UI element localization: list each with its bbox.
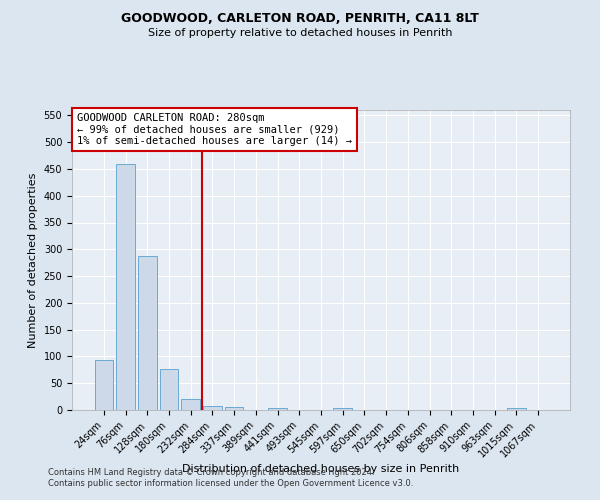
Bar [116, 164, 135, 410]
Bar [138, 256, 157, 410]
Bar [507, 408, 526, 410]
Text: Size of property relative to detached houses in Penrith: Size of property relative to detached ho… [148, 28, 452, 38]
X-axis label: Distribution of detached houses by size in Penrith: Distribution of detached houses by size … [182, 464, 460, 474]
Bar [181, 400, 200, 410]
Bar [268, 408, 287, 410]
Text: Contains HM Land Registry data © Crown copyright and database right 2024.
Contai: Contains HM Land Registry data © Crown c… [48, 468, 413, 487]
Bar [95, 360, 113, 410]
Bar [334, 408, 352, 410]
Y-axis label: Number of detached properties: Number of detached properties [28, 172, 38, 348]
Text: GOODWOOD, CARLETON ROAD, PENRITH, CA11 8LT: GOODWOOD, CARLETON ROAD, PENRITH, CA11 8… [121, 12, 479, 26]
Bar [225, 408, 244, 410]
Text: GOODWOOD CARLETON ROAD: 280sqm
← 99% of detached houses are smaller (929)
1% of : GOODWOOD CARLETON ROAD: 280sqm ← 99% of … [77, 113, 352, 146]
Bar [160, 369, 178, 410]
Bar [203, 406, 221, 410]
